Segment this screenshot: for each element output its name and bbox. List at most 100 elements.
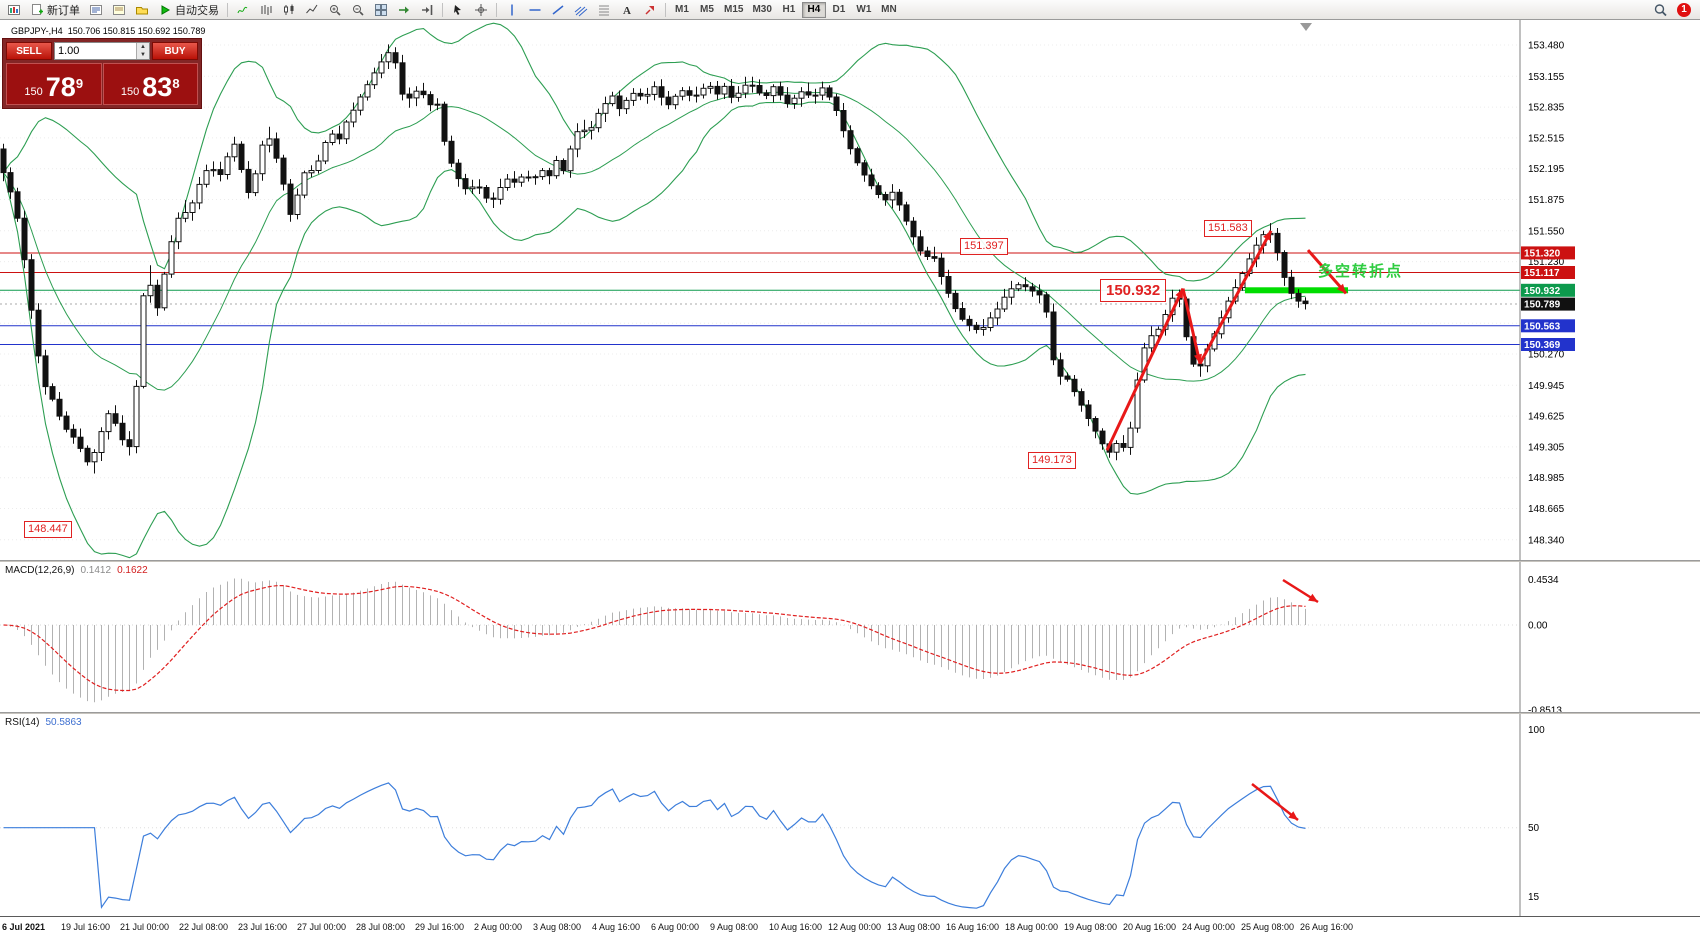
svg-text:150.789: 150.789 [1524, 300, 1561, 311]
price-tag: 150.369 [1521, 338, 1575, 351]
pane-separator[interactable] [0, 560, 1700, 562]
toolbar-separator [227, 2, 228, 17]
time-axis-label: 16 Aug 16:00 [946, 922, 1000, 932]
timeframe-m1[interactable]: M1 [670, 2, 694, 18]
trendline-button[interactable] [547, 1, 569, 19]
buy-button[interactable]: BUY [152, 42, 198, 60]
volume-decrease-button[interactable] [137, 51, 149, 59]
macd-pane[interactable]: 0.4534 0.00 -0.8513 MACD(12,26,9) 0.1412 0… [0, 562, 1700, 712]
toolbar-group-chart-tools [232, 0, 438, 19]
search-button[interactable] [1649, 1, 1671, 19]
navigator-button[interactable] [131, 1, 153, 19]
cursor-button[interactable] [447, 1, 469, 19]
buy-price-sup: 8 [172, 76, 180, 91]
auto-scroll-button[interactable] [393, 1, 415, 19]
macd-canvas[interactable]: 0.4534 0.00 -0.8513 [0, 562, 1700, 712]
horizontal-line-icon [528, 3, 542, 17]
sell-button[interactable]: SELL [6, 42, 52, 60]
sell-price-display[interactable]: 150 78 9 [6, 63, 102, 105]
new-order-button[interactable]: 新订单 [26, 1, 84, 19]
data-window-button[interactable] [108, 1, 130, 19]
timeframe-mn[interactable]: MN [877, 2, 901, 18]
svg-text:150.563: 150.563 [1524, 321, 1561, 332]
time-axis-label: 29 Jul 16:00 [415, 922, 465, 932]
timeframe-h4[interactable]: H4 [801, 1, 826, 18]
tile-windows-button[interactable] [370, 1, 392, 19]
cursor-icon [451, 3, 465, 17]
indicators-button[interactable] [232, 1, 254, 19]
toolbar-right: 1 [1649, 1, 1697, 19]
rsi-line [3, 782, 1306, 910]
zoom-out-button[interactable] [347, 1, 369, 19]
vertical-line-button[interactable] [501, 1, 523, 19]
volume-spinner [136, 43, 149, 59]
buy-price-display[interactable]: 150 83 8 [102, 63, 198, 105]
fibonacci-button[interactable] [593, 1, 615, 19]
svg-text:150.369: 150.369 [1524, 340, 1561, 351]
svg-text:50: 50 [1528, 823, 1540, 834]
svg-text:153.155: 153.155 [1528, 72, 1565, 83]
time-axis-label: 6 Jul 2021 [2, 922, 46, 932]
time-axis-label: 19 Aug 08:00 [1064, 922, 1118, 932]
arrows-icon [643, 3, 657, 17]
price-callout: 151.397 [960, 238, 1008, 255]
market-watch-button[interactable] [85, 1, 107, 19]
volume-increase-button[interactable] [137, 43, 149, 51]
time-axis[interactable]: 6 Jul 2021 19 Jul 16:00 21 Jul 00:00 22 Jul… [0, 916, 1700, 940]
svg-text:149.625: 149.625 [1528, 412, 1565, 423]
arrows-button[interactable] [639, 1, 661, 19]
trend-arrows [1105, 230, 1348, 451]
highlight-bar [1245, 287, 1348, 294]
timeframe-m15[interactable]: M15 [720, 2, 747, 18]
auto-trading-button[interactable]: 自动交易 [154, 1, 223, 19]
time-axis-label: 26 Aug 16:00 [1300, 922, 1354, 932]
macd-label: MACD(12,26,9) [5, 565, 75, 576]
svg-text:100: 100 [1528, 725, 1545, 736]
svg-text:-0.8513: -0.8513 [1528, 706, 1562, 712]
svg-text:15: 15 [1528, 892, 1540, 903]
one-click-trading-panel[interactable]: SELL BUY 150 78 9 150 83 8 [2, 38, 202, 109]
main-chart-pane[interactable]: 153.480 153.155 152.835 152.515 152.195 151.8… [0, 20, 1700, 560]
line-mode-button[interactable] [301, 1, 323, 19]
text-button[interactable]: A [616, 1, 638, 19]
search-icon [1653, 3, 1667, 17]
rsi-label: RSI(14) [5, 717, 40, 728]
buy-price-prefix: 150 [120, 86, 140, 98]
timeframe-d1[interactable]: D1 [827, 2, 851, 18]
new-chart-button[interactable] [3, 1, 25, 19]
rsi-header: RSI(14) 50.5863 [5, 717, 82, 728]
crosshair-button[interactable] [470, 1, 492, 19]
text-icon: A [620, 3, 634, 17]
price-callout: 150.932 [1100, 279, 1167, 302]
rsi-value: 50.5863 [45, 717, 82, 728]
notification-badge[interactable]: 1 [1677, 2, 1691, 17]
zoom-in-button[interactable] [324, 1, 346, 19]
timeframe-m30[interactable]: M30 [748, 2, 775, 18]
timeframe-w1[interactable]: W1 [852, 2, 876, 18]
main-chart-canvas[interactable]: 153.480 153.155 152.835 152.515 152.195 151.8… [0, 20, 1700, 560]
price-tag: 150.563 [1521, 319, 1575, 332]
fibonacci-icon [597, 3, 611, 17]
sell-price-big: 78 [45, 72, 76, 102]
rsi-pane[interactable]: 100 50 15 RSI(14) 50.5863 [0, 714, 1700, 916]
toolbar-separator [442, 2, 443, 17]
price-callout: 148.447 [24, 521, 72, 538]
candles-mode-button[interactable] [278, 1, 300, 19]
new-chart-icon [7, 3, 21, 17]
pane-separator[interactable] [0, 712, 1700, 714]
timeframe-m5[interactable]: M5 [695, 2, 719, 18]
svg-text:148.665: 148.665 [1528, 504, 1565, 515]
time-axis-label: 3 Aug 08:00 [533, 922, 582, 932]
svg-text:151.230: 151.230 [1528, 257, 1565, 268]
horizontal-line-button[interactable] [524, 1, 546, 19]
rsi-canvas[interactable]: 100 50 15 [0, 714, 1700, 916]
volume-input[interactable] [55, 43, 136, 59]
chart-shift-button[interactable] [416, 1, 438, 19]
chart-shift-icon [420, 3, 434, 17]
timeframe-h1[interactable]: H1 [777, 2, 801, 18]
equidistant-channel-button[interactable] [570, 1, 592, 19]
price-callout: 151.583 [1204, 220, 1252, 237]
bars-mode-button[interactable] [255, 1, 277, 19]
candles-mode-icon [282, 3, 296, 17]
time-axis-label: 25 Aug 08:00 [1241, 922, 1295, 932]
